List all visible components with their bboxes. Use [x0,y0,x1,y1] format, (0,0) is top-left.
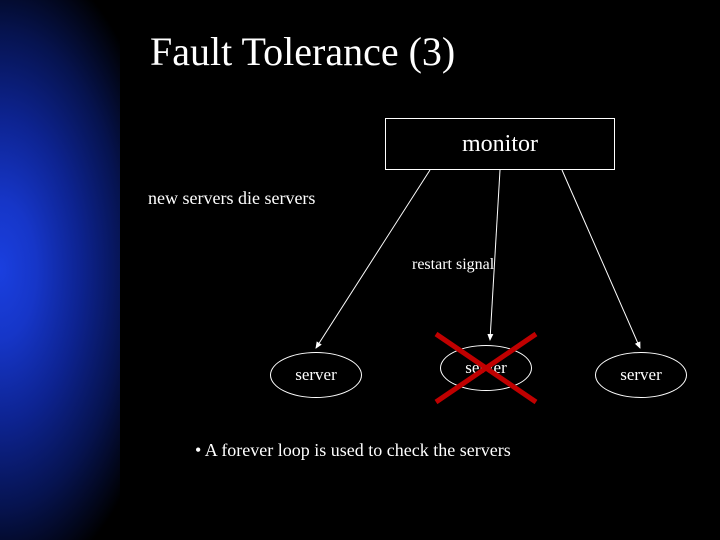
cross-icon [430,328,542,408]
slide-title: Fault Tolerance (3) [150,28,455,75]
monitor-label: monitor [462,131,538,158]
server-1-oval: server [270,352,362,398]
arrow-to-server-2 [490,170,500,340]
server-1-label: server [295,365,337,385]
left-gradient-panel [0,0,120,540]
bullet-text: • A forever loop is used to check the se… [195,440,511,461]
restart-signal-label: restart signal [412,256,494,274]
overlay-text: new servers die servers [148,188,315,209]
server-3-oval: server [595,352,687,398]
monitor-box: monitor [385,118,615,170]
server-3-label: server [620,365,662,385]
arrow-to-server-3 [562,170,640,348]
